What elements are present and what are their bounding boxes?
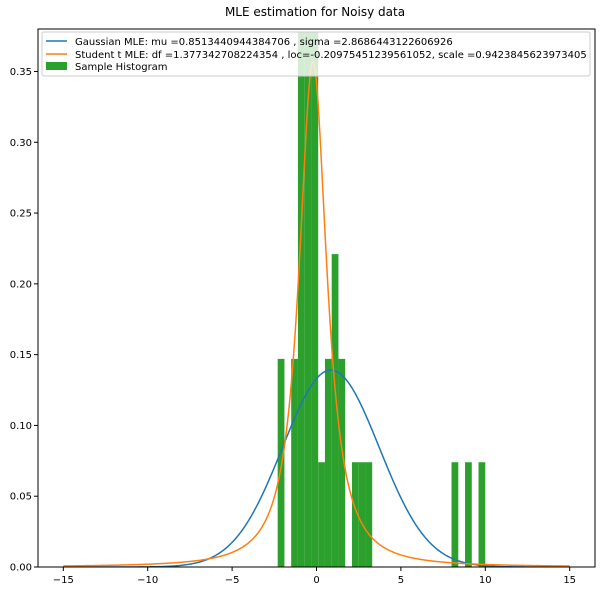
legend-student-t-label: Student t MLE: df =1.377342708224354 , l… (75, 50, 587, 61)
histogram-bar (351, 462, 359, 567)
legend-box (41, 31, 591, 77)
y-axis: 0.00 0.05 0.10 0.15 0.20 0.25 0.30 0.35 (10, 67, 38, 574)
x-tick-label: −15 (53, 575, 74, 586)
y-tick-label: 0.20 (10, 279, 32, 290)
histogram-bar (297, 31, 305, 567)
y-tick-label: 0.05 (10, 492, 32, 503)
histogram-bar (451, 462, 459, 567)
histogram-bar (304, 31, 312, 567)
y-tick-label: 0.10 (10, 421, 32, 432)
histogram-bar (324, 358, 332, 567)
histogram-bar (277, 358, 285, 567)
y-tick-label: 0.25 (10, 209, 32, 220)
histogram-bar (465, 462, 472, 567)
histogram-bar (358, 462, 366, 567)
x-axis: −15 −10 −5 0 5 10 15 (53, 567, 576, 586)
legend-gaussian-label: Gaussian MLE: mu =0.8513440944384706 , s… (75, 37, 453, 48)
legend-histogram-swatch (46, 62, 67, 70)
x-tick-label: 10 (479, 575, 492, 586)
y-tick-label: 0.30 (10, 138, 32, 149)
y-tick-label: 0.15 (10, 350, 32, 361)
x-tick-label: −5 (225, 575, 240, 586)
x-tick-label: 5 (398, 575, 404, 586)
y-tick-label: 0.35 (10, 67, 32, 78)
histogram-bar (331, 254, 339, 567)
histogram-bar (365, 462, 373, 567)
chart-title: MLE estimation for Noisy data (225, 5, 405, 19)
histogram-bar (311, 31, 319, 567)
histogram-bar (318, 462, 325, 567)
histogram-bar (291, 358, 298, 567)
x-tick-label: 15 (563, 575, 576, 586)
histogram-bar (478, 462, 486, 567)
x-tick-label: −10 (137, 575, 158, 586)
legend: Gaussian MLE: mu =0.8513440944384706 , s… (41, 31, 591, 77)
x-tick-label: 0 (313, 575, 319, 586)
student-t-curve (63, 60, 570, 567)
histogram-bars (277, 31, 486, 567)
legend-histogram-label: Sample Histogram (75, 62, 168, 73)
y-tick-label: 0.00 (10, 563, 32, 574)
histogram-bar (338, 358, 346, 567)
